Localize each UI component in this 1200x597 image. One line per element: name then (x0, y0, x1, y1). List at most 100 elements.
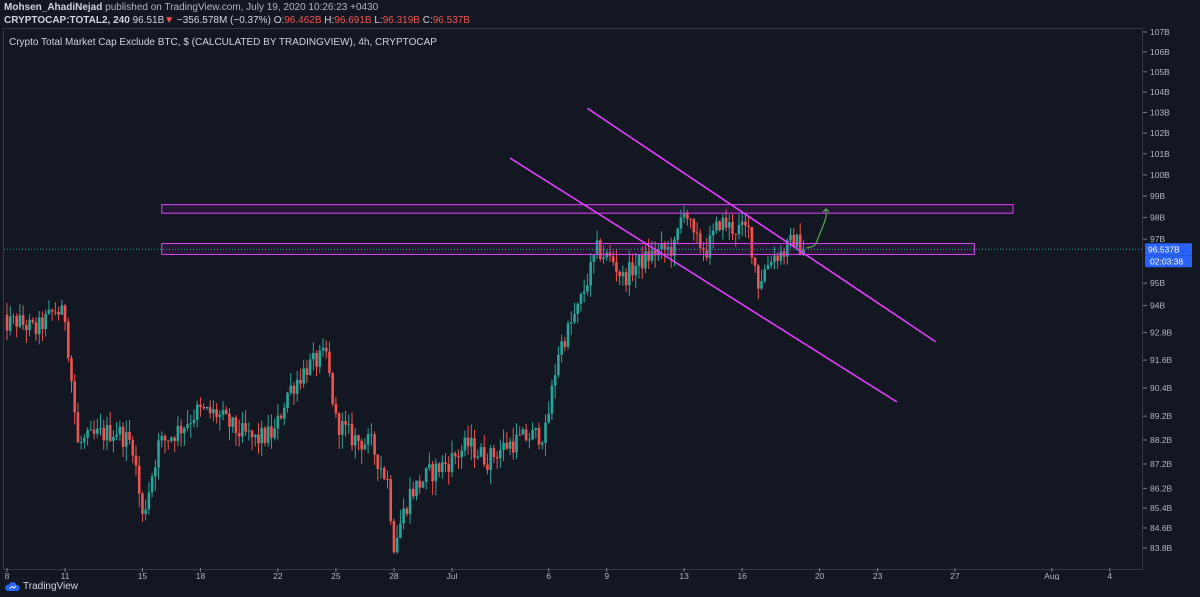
candle-body (179, 425, 183, 434)
candle-body (760, 280, 763, 289)
time-tick-label: 13 (679, 571, 689, 581)
candle-body (121, 426, 125, 447)
candle (434, 458, 438, 496)
candle (686, 209, 689, 226)
candle (486, 453, 489, 475)
candle-body (582, 291, 586, 295)
candle (157, 432, 160, 480)
candle-body (698, 233, 702, 249)
candle (183, 426, 186, 446)
candle (408, 476, 412, 524)
candle-body (105, 425, 109, 441)
candle-body (166, 440, 170, 442)
candle-body (470, 438, 473, 447)
candle-body (763, 269, 767, 281)
candle-body (757, 265, 760, 289)
projection-path (806, 208, 827, 249)
candle-body (344, 421, 347, 425)
candle (363, 438, 367, 451)
candle (573, 302, 576, 325)
candle-body (624, 272, 628, 286)
high-value: 96.691B (334, 15, 372, 26)
candle-body (798, 234, 802, 256)
candle-body (144, 509, 147, 514)
time-tick-label: Aug (1044, 571, 1059, 581)
candle (589, 253, 592, 297)
time-tick-label: 11 (61, 571, 70, 581)
candle (495, 451, 499, 469)
candle-body (141, 493, 144, 514)
candle-body (637, 254, 641, 266)
candle-body (411, 488, 415, 497)
candle-body (499, 450, 502, 459)
candle-body (273, 428, 276, 438)
candle-body (708, 235, 712, 258)
candle (37, 310, 41, 345)
candle (266, 415, 270, 447)
candle-body (25, 324, 28, 331)
time-tick-label: 8 (5, 571, 10, 581)
candle-body (382, 468, 386, 479)
candle-body (737, 224, 741, 235)
candle (108, 411, 112, 443)
candle-body (437, 463, 441, 473)
candle-body (128, 431, 131, 440)
candle (283, 403, 286, 426)
candle (405, 506, 409, 517)
candle-body (550, 385, 554, 414)
candle-body (328, 351, 331, 373)
candle (515, 423, 518, 460)
candle-body (8, 316, 12, 331)
candle-body (644, 251, 647, 269)
candle (689, 217, 692, 229)
author-name[interactable]: Mohsen_AhadiNejad (4, 2, 103, 13)
candle-body (37, 317, 41, 335)
candle (447, 456, 451, 485)
chart-title: Crypto Total Market Cap Exclude BTC, $ (… (9, 37, 437, 48)
candle-body (50, 309, 54, 312)
tradingview-logo[interactable]: TradingView (4, 581, 78, 592)
candle (582, 279, 586, 303)
candle-body (299, 379, 302, 384)
candle-body (711, 230, 715, 236)
candle-body (444, 462, 447, 465)
candle (386, 470, 389, 489)
candle-body (218, 414, 222, 418)
candle (579, 292, 583, 312)
candle (218, 410, 222, 431)
candle (205, 406, 209, 411)
candle-body (160, 435, 164, 441)
candle-body (205, 406, 209, 409)
candle-body (402, 508, 405, 524)
chart-pane[interactable] (3, 28, 1143, 570)
candle-body (660, 243, 663, 250)
price-tick-label: 99B (1150, 191, 1165, 201)
candle-body (118, 426, 122, 435)
candle (415, 480, 418, 501)
candle-body (373, 434, 376, 455)
candle (318, 344, 322, 374)
candle (624, 268, 628, 292)
candle-body (695, 232, 699, 234)
candle-body (253, 434, 257, 438)
candle (634, 252, 638, 289)
candle-body (424, 468, 428, 482)
candle-body (586, 285, 589, 292)
candle (324, 340, 328, 359)
candle (63, 303, 67, 331)
candle (195, 400, 199, 428)
candle (795, 233, 799, 251)
candle-body (540, 442, 544, 445)
price-tick-label: 89.2B (1150, 411, 1173, 421)
candle-body (5, 314, 9, 331)
candle-body (418, 480, 422, 488)
candle (15, 313, 18, 338)
price-tick-label: 100B (1150, 170, 1170, 180)
candle-body (379, 468, 383, 470)
candle (66, 317, 70, 363)
candle-body (15, 316, 18, 327)
candle (263, 426, 267, 447)
candle-body (154, 467, 157, 477)
candle-body (750, 226, 754, 258)
